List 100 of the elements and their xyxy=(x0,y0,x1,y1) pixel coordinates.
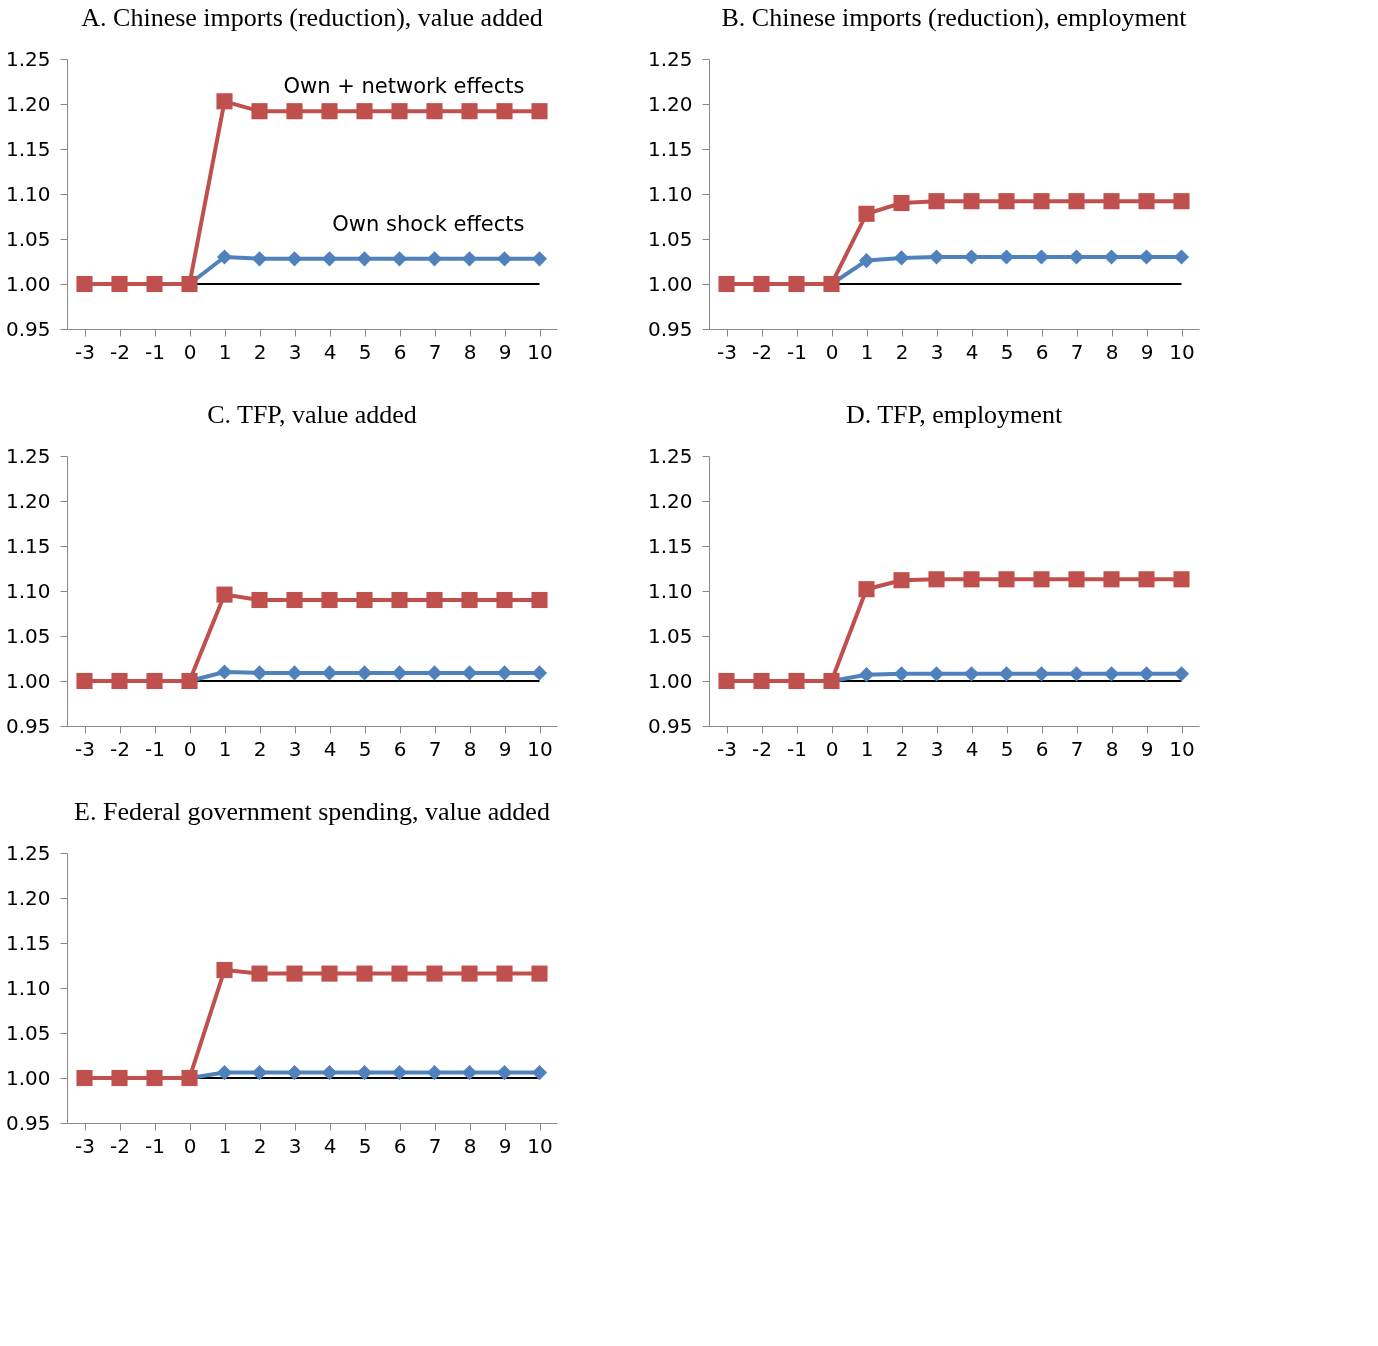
point xyxy=(496,1065,513,1081)
x-tick-label: 1 xyxy=(218,736,232,761)
x-tick-label: 1 xyxy=(218,1133,232,1158)
point xyxy=(251,251,268,267)
point xyxy=(391,591,408,609)
point xyxy=(426,591,443,609)
point xyxy=(753,672,770,690)
point xyxy=(928,666,945,682)
point xyxy=(216,664,233,680)
point xyxy=(496,591,513,609)
point xyxy=(1138,571,1155,588)
point xyxy=(251,103,268,120)
x-tick-label: 6 xyxy=(393,339,407,364)
point xyxy=(531,103,548,120)
x-tick-label: -1 xyxy=(145,339,165,364)
y-tick-label: 1.10 xyxy=(5,181,51,206)
y-tick-label: 1.25 xyxy=(5,46,51,71)
x-tick-label: 3 xyxy=(288,736,302,761)
point xyxy=(718,672,735,690)
x-tick-label: 5 xyxy=(1000,736,1014,761)
point xyxy=(286,251,303,267)
y-tick-label: 1.10 xyxy=(647,181,693,206)
y-tick-label: 1.25 xyxy=(5,840,51,865)
y-tick-label: 1.00 xyxy=(5,271,51,296)
y-tick-label: 1.10 xyxy=(5,975,51,1000)
point xyxy=(321,591,338,609)
x-tick-label: 8 xyxy=(463,736,477,761)
x-tick-label: 0 xyxy=(825,736,839,761)
y-tick-label: 1.10 xyxy=(647,578,693,603)
x-tick-label: -1 xyxy=(787,339,807,364)
y-tick-label: 1.15 xyxy=(5,136,51,161)
y-tick-label: 1.05 xyxy=(5,623,51,648)
y-tick-label: 1.00 xyxy=(5,668,51,693)
point xyxy=(963,193,980,210)
point xyxy=(928,193,945,210)
point xyxy=(391,251,408,267)
x-tick-label: -3 xyxy=(75,1133,95,1158)
x-tick-label: -3 xyxy=(75,339,95,364)
point xyxy=(928,571,945,588)
x-tick-label: 8 xyxy=(1105,339,1119,364)
y-tick-label: 1.05 xyxy=(5,226,51,251)
point xyxy=(858,667,875,683)
x-tick-label: 5 xyxy=(1000,339,1014,364)
x-tick-label: 10 xyxy=(527,1133,553,1158)
series-label: Own shock effects xyxy=(332,211,525,236)
point xyxy=(356,591,373,609)
x-tick-label: 9 xyxy=(1140,736,1154,761)
chart-title: E. Federal government spending, value added xyxy=(74,797,550,826)
y-tick-label: 1.20 xyxy=(5,885,51,910)
point xyxy=(531,965,548,982)
y-tick-label: 1.10 xyxy=(5,578,51,603)
point xyxy=(321,251,338,267)
x-tick-label: 6 xyxy=(393,736,407,761)
point xyxy=(788,275,805,293)
x-tick-label: 9 xyxy=(498,736,512,761)
point xyxy=(216,586,233,603)
x-tick-label: 2 xyxy=(895,339,909,364)
x-tick-label: 9 xyxy=(498,1133,512,1158)
x-tick-label: 7 xyxy=(1070,339,1084,364)
y-tick-label: 1.05 xyxy=(5,1020,51,1045)
point xyxy=(426,251,443,267)
x-tick-label: 0 xyxy=(825,339,839,364)
y-tick-label: 0.95 xyxy=(647,713,693,738)
point xyxy=(356,1065,373,1081)
point xyxy=(286,1065,303,1081)
point xyxy=(858,205,875,222)
x-tick-label: 9 xyxy=(1140,339,1154,364)
x-tick-label: 1 xyxy=(218,339,232,364)
point xyxy=(426,965,443,982)
point xyxy=(893,572,910,589)
x-tick-label: 8 xyxy=(1105,736,1119,761)
point xyxy=(216,1065,233,1081)
x-tick-label: 3 xyxy=(930,736,944,761)
point xyxy=(998,666,1015,682)
x-tick-label: 3 xyxy=(288,339,302,364)
point xyxy=(1068,571,1085,588)
y-tick-label: 1.20 xyxy=(647,488,693,513)
x-tick-label: 1 xyxy=(860,339,874,364)
y-tick-label: 1.15 xyxy=(5,930,51,955)
point xyxy=(1173,193,1190,210)
point xyxy=(1068,193,1085,210)
y-tick-label: 1.25 xyxy=(5,443,51,468)
x-tick-label: -2 xyxy=(110,1133,130,1158)
x-tick-label: 4 xyxy=(323,736,337,761)
point xyxy=(251,965,268,982)
x-tick-label: 2 xyxy=(253,1133,267,1158)
x-tick-label: 1 xyxy=(860,736,874,761)
point xyxy=(1173,571,1190,588)
x-tick-label: 7 xyxy=(428,339,442,364)
point xyxy=(216,249,233,265)
x-tick-label: -1 xyxy=(787,736,807,761)
point xyxy=(998,571,1015,588)
point xyxy=(286,591,303,609)
x-tick-label: 6 xyxy=(1035,339,1049,364)
x-tick-label: -2 xyxy=(110,339,130,364)
point xyxy=(146,672,163,690)
chart-title: D. TFP, employment xyxy=(845,400,1063,429)
y-tick-label: 1.20 xyxy=(5,488,51,513)
x-tick-label: 5 xyxy=(358,1133,372,1158)
y-tick-label: 1.15 xyxy=(647,533,693,558)
